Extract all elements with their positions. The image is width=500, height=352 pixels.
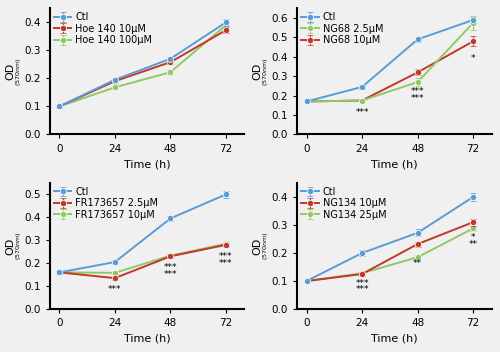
Legend: Ctl, NG134 10μM, NG134 25μM: Ctl, NG134 10μM, NG134 25μM [300,186,387,221]
X-axis label: Time (h): Time (h) [124,334,170,344]
Legend: Ctl, NG68 2.5μM, NG68 10μM: Ctl, NG68 2.5μM, NG68 10μM [300,11,384,46]
Text: **: ** [468,240,477,249]
Text: OD: OD [252,237,262,254]
Text: **: ** [413,259,422,268]
Legend: Ctl, FR173657 2.5μM, FR173657 10μM: Ctl, FR173657 2.5μM, FR173657 10μM [53,186,160,221]
Text: ***: *** [164,270,177,279]
Text: ***: *** [219,252,232,261]
Text: $_{(570nm)}$: $_{(570nm)}$ [262,57,272,86]
Text: $_{(570nm)}$: $_{(570nm)}$ [14,57,25,86]
Text: ***: *** [356,279,369,288]
Text: ***: *** [164,263,177,272]
Text: OD: OD [252,63,262,80]
Text: ***: *** [356,108,369,117]
X-axis label: Time (h): Time (h) [371,159,418,169]
Text: ***: *** [356,285,369,294]
Legend: Ctl, Hoe 140 10μM, Hoe 140 100μM: Ctl, Hoe 140 10μM, Hoe 140 100μM [53,11,154,46]
X-axis label: Time (h): Time (h) [371,334,418,344]
Text: ***: *** [219,259,232,268]
Text: OD: OD [5,63,15,80]
Text: *: * [471,54,476,63]
Text: ***: *** [108,285,122,294]
X-axis label: Time (h): Time (h) [124,159,170,169]
Text: ***: *** [411,87,424,96]
Text: ***: *** [411,94,424,103]
Text: $_{(570nm)}$: $_{(570nm)}$ [262,232,272,260]
Text: *: * [471,233,476,242]
Text: $_{(570nm)}$: $_{(570nm)}$ [14,232,25,260]
Text: OD: OD [5,237,15,254]
